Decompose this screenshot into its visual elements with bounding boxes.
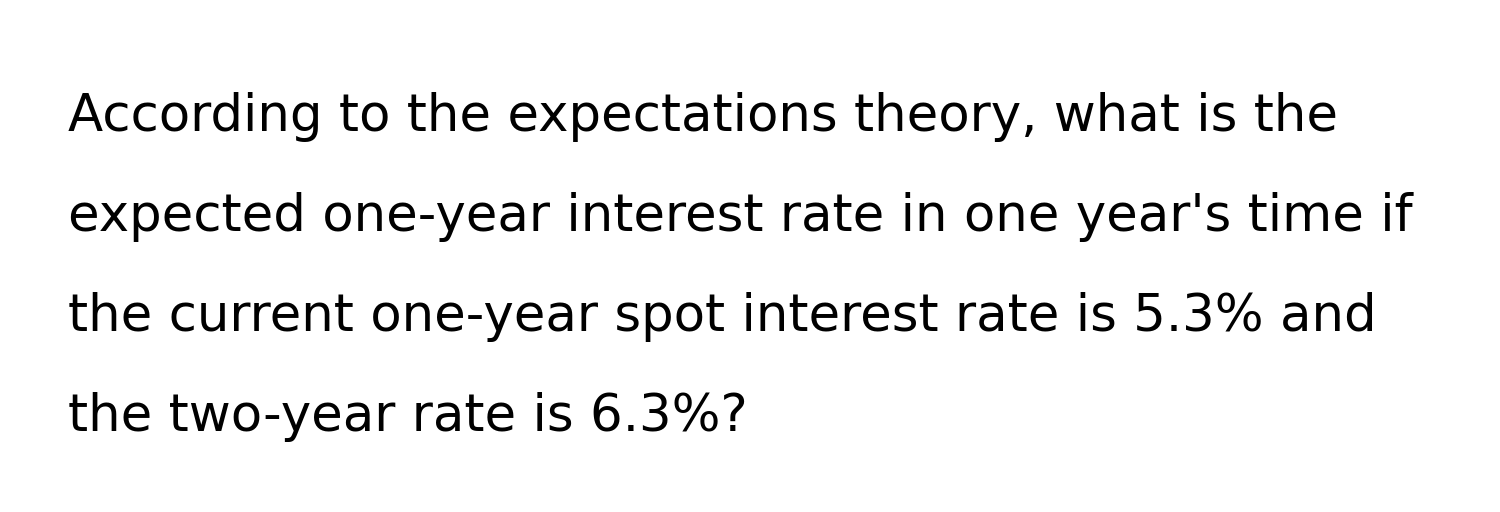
Text: the two-year rate is 6.3%?: the two-year rate is 6.3%? bbox=[68, 392, 747, 442]
Text: According to the expectations theory, what is the: According to the expectations theory, wh… bbox=[68, 92, 1338, 142]
Text: the current one-year spot interest rate is 5.3% and: the current one-year spot interest rate … bbox=[68, 292, 1376, 342]
Text: expected one-year interest rate in one year's time if: expected one-year interest rate in one y… bbox=[68, 192, 1411, 242]
